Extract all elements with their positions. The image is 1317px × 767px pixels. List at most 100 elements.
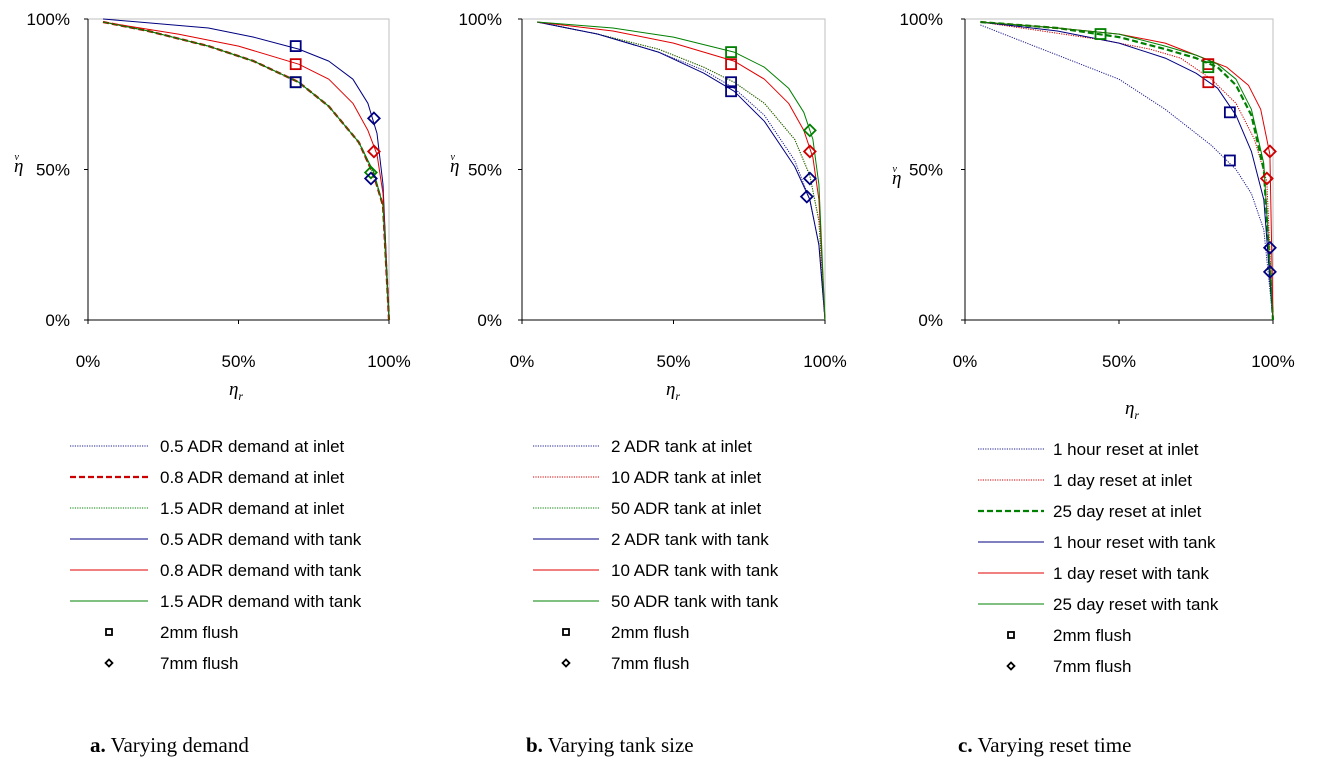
legend-entry: 1 hour reset at inlet bbox=[978, 440, 1199, 459]
series-line-3 bbox=[537, 21, 826, 321]
legend-swatch bbox=[105, 628, 113, 636]
legend-label: 0.8 ADR demand at inlet bbox=[160, 468, 345, 487]
y-tick-label: 50% bbox=[36, 161, 70, 180]
chart-panel-2: 0% 50% 100% 0% 50% 100% ηr ηv 2 ADR tank at inle… bbox=[450, 10, 847, 757]
legend: 2 ADR tank at inlet 10 ADR tank at inlet 5… bbox=[533, 437, 779, 673]
y-axis-label: ηv bbox=[14, 152, 23, 177]
panel-caption: c. Varying reset time bbox=[958, 733, 1131, 757]
series-line-5 bbox=[102, 21, 390, 321]
legend-label: 2mm flush bbox=[611, 623, 689, 642]
legend-label: 7mm flush bbox=[160, 654, 238, 673]
data-marker-square bbox=[1223, 106, 1236, 119]
legend-entry: 0.5 ADR demand at inlet bbox=[70, 437, 345, 456]
legend-entry: 2 ADR tank at inlet bbox=[533, 437, 752, 456]
legend-entry: 10 ADR tank at inlet bbox=[533, 468, 762, 487]
legend-swatch bbox=[561, 658, 571, 668]
legend-label: 10 ADR tank at inlet bbox=[611, 468, 762, 487]
legend-label: 1.5 ADR demand at inlet bbox=[160, 499, 345, 518]
legend-entry: 0.8 ADR demand at inlet bbox=[70, 468, 345, 487]
series-line-5 bbox=[537, 21, 826, 321]
legend-label: 50 ADR tank with tank bbox=[611, 592, 779, 611]
data-marker-diamond bbox=[1262, 264, 1277, 279]
legend-label: 25 day reset at inlet bbox=[1053, 502, 1202, 521]
legend-label: 2mm flush bbox=[160, 623, 238, 642]
x-tick-label: 100% bbox=[1251, 352, 1294, 371]
x-tick-label: 50% bbox=[1102, 352, 1136, 371]
series-line-6 bbox=[102, 21, 390, 321]
data-marker-square bbox=[725, 58, 737, 71]
legend-label: 0.8 ADR demand with tank bbox=[160, 561, 362, 580]
x-tick-label: 0% bbox=[76, 352, 101, 371]
legend-entry: 1 hour reset with tank bbox=[978, 533, 1216, 552]
legend-entry: 1.5 ADR demand with tank bbox=[70, 592, 362, 611]
y-tick-label: 0% bbox=[477, 311, 502, 330]
x-axis-label: ηr bbox=[229, 379, 243, 403]
legend-entry: 2mm flush bbox=[562, 623, 689, 642]
data-marker-square bbox=[725, 76, 737, 89]
legend-entry: 50 ADR tank at inlet bbox=[533, 499, 762, 518]
legend-label: 1 day reset with tank bbox=[1053, 564, 1209, 583]
series-line-1 bbox=[102, 21, 390, 321]
panel-caption: a. Varying demand bbox=[90, 733, 249, 757]
series-line-4 bbox=[102, 18, 390, 321]
legend-entry: 25 day reset with tank bbox=[978, 595, 1219, 614]
x-tick-label: 0% bbox=[953, 352, 978, 371]
chart-panel-1: 0% 50% 100% 0% 50% 100% ηr ηv 0.5 ADR demand at … bbox=[14, 10, 411, 757]
data-marker-diamond bbox=[1259, 171, 1274, 186]
legend-entry: 7mm flush bbox=[561, 654, 689, 673]
legend-label: 2 ADR tank at inlet bbox=[611, 437, 752, 456]
legend-label: 1 hour reset with tank bbox=[1053, 533, 1216, 552]
series-line-2 bbox=[980, 21, 1274, 321]
x-tick-label: 50% bbox=[656, 352, 690, 371]
legend-entry: 50 ADR tank with tank bbox=[533, 592, 779, 611]
legend-label: 7mm flush bbox=[611, 654, 689, 673]
legend-entry: 1.5 ADR demand at inlet bbox=[70, 499, 345, 518]
legend-entry: 7mm flush bbox=[1006, 657, 1131, 676]
legend-swatch bbox=[1006, 661, 1016, 671]
legend-entry: 1 day reset at inlet bbox=[978, 471, 1192, 490]
series-line-4 bbox=[980, 21, 1274, 321]
legend-entry: 10 ADR tank with tank bbox=[533, 561, 779, 580]
y-tick-label: 50% bbox=[468, 161, 502, 180]
legend-swatch bbox=[1007, 631, 1015, 639]
data-marker-square bbox=[725, 85, 737, 98]
data-marker-diamond bbox=[799, 189, 814, 204]
x-axis-label: ηr bbox=[666, 379, 680, 403]
x-tick-label: 50% bbox=[221, 352, 255, 371]
legend-label: 25 day reset with tank bbox=[1053, 595, 1219, 614]
legend-swatch bbox=[104, 658, 114, 668]
data-marker-square bbox=[1094, 28, 1107, 40]
data-marker-diamond bbox=[366, 144, 381, 159]
legend-entry: 0.5 ADR demand with tank bbox=[70, 530, 362, 549]
series-line-6 bbox=[980, 21, 1274, 321]
legend-label: 7mm flush bbox=[1053, 657, 1131, 676]
series-line-4 bbox=[537, 21, 826, 321]
legend-entry: 2 ADR tank with tank bbox=[533, 530, 769, 549]
legend-entry: 7mm flush bbox=[104, 654, 238, 673]
legend-label: 50 ADR tank at inlet bbox=[611, 499, 762, 518]
y-tick-label: 0% bbox=[918, 311, 943, 330]
legend-label: 2 ADR tank with tank bbox=[611, 530, 769, 549]
y-tick-label: 100% bbox=[459, 10, 502, 29]
legend-swatch bbox=[562, 628, 570, 636]
y-tick-label: 100% bbox=[900, 10, 943, 29]
data-marker-square bbox=[725, 46, 737, 59]
legend: 1 hour reset at inlet 1 day reset at inle… bbox=[978, 440, 1219, 676]
x-tick-label: 100% bbox=[803, 352, 846, 371]
chart-panel-3: 0% 50% 100% 0% 50% 100% ηr ηv 1 hour reset at in… bbox=[892, 10, 1295, 757]
data-marker-diamond bbox=[802, 171, 817, 186]
y-tick-label: 50% bbox=[909, 161, 943, 180]
legend-label: 0.5 ADR demand with tank bbox=[160, 530, 362, 549]
series-line-2 bbox=[537, 21, 826, 321]
x-axis-label: ηr bbox=[1125, 398, 1139, 422]
legend-label: 10 ADR tank with tank bbox=[611, 561, 779, 580]
plot-area bbox=[521, 18, 826, 321]
data-marker-diamond bbox=[802, 123, 817, 138]
data-marker-square bbox=[289, 40, 302, 52]
plot-area bbox=[964, 18, 1274, 321]
data-marker-square bbox=[289, 76, 302, 89]
data-marker-diamond bbox=[1262, 144, 1277, 159]
plot-area bbox=[87, 18, 390, 321]
data-marker-diamond bbox=[363, 171, 378, 186]
